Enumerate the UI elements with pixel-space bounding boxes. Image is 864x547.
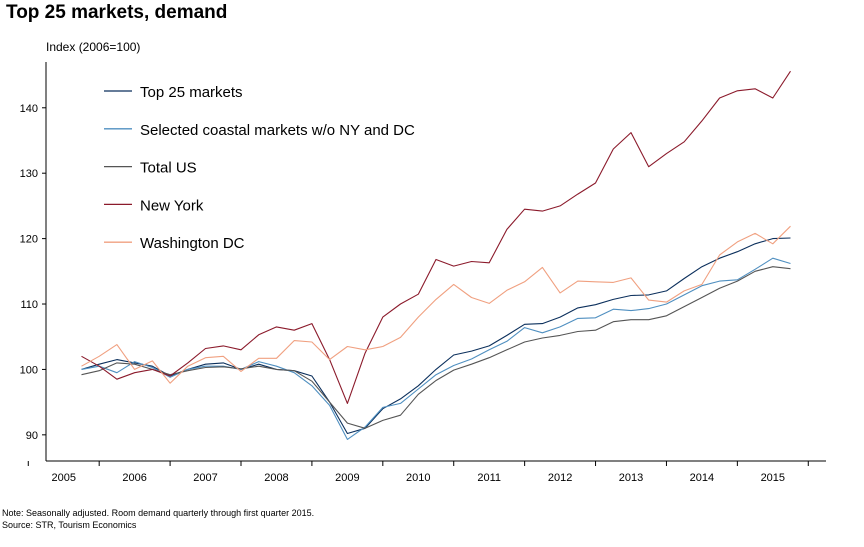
x-tick-label: 2013 xyxy=(619,472,643,484)
series-line-new-york xyxy=(81,70,791,404)
axes: 90 100 110 120 130 140 2005 2006 2007 2008 2009 201… xyxy=(20,62,826,484)
series-line-selected-coastal-markets-w-o-ny-and-dc xyxy=(81,257,791,440)
source-text: Source: STR, Tourism Economics xyxy=(2,520,137,530)
x-tick-label: 2010 xyxy=(406,472,430,484)
x-tick-label: 2009 xyxy=(335,472,359,484)
x-tick-label: 2007 xyxy=(193,472,217,484)
y-tick-label: 140 xyxy=(20,103,38,115)
series-line-top-25-markets xyxy=(81,237,791,435)
y-tick-label: 100 xyxy=(20,364,38,376)
x-tick-label: 2011 xyxy=(477,472,501,484)
x-tick-label: 2008 xyxy=(264,472,288,484)
series-line-washington-dc xyxy=(81,225,791,384)
chart-footnote: Note: Seasonally adjusted. Room demand q… xyxy=(2,507,314,531)
x-tick-label: 2005 xyxy=(51,472,75,484)
note-text: Note: Seasonally adjusted. Room demand q… xyxy=(2,508,315,518)
legend-label: Selected coastal markets w/o NY and DC xyxy=(140,122,415,139)
y-tick-label: 90 xyxy=(26,430,38,442)
y-axis-label: Index (2006=100) xyxy=(46,40,141,54)
series-line-total-us xyxy=(81,266,791,429)
series-lines xyxy=(81,70,791,440)
x-tick-label: 2012 xyxy=(548,472,572,484)
y-tick-label: 120 xyxy=(20,234,38,246)
x-tick-label: 2015 xyxy=(761,472,785,484)
legend-label: Total US xyxy=(140,160,197,177)
x-tick-label: 2006 xyxy=(122,472,146,484)
legend-label: Top 25 markets xyxy=(140,84,243,101)
legend-label: Washington DC xyxy=(140,235,245,252)
y-tick-label: 110 xyxy=(20,299,38,311)
chart-title: Top 25 markets, demand xyxy=(6,2,228,23)
legend: Top 25 markets Selected coastal markets w… xyxy=(104,84,415,252)
x-tick-label: 2014 xyxy=(690,472,714,484)
legend-label: New York xyxy=(140,197,204,214)
y-tick-label: 130 xyxy=(20,168,38,180)
